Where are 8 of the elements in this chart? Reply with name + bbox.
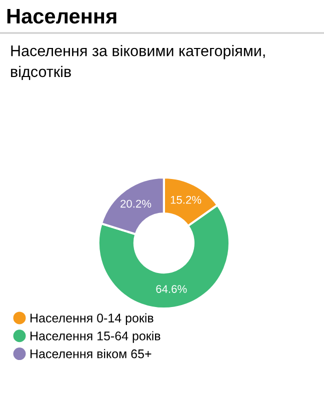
legend-label: Населення 15-64 років (30, 331, 160, 343)
chart-title: Населення (7, 9, 116, 24)
chart-subtitle: Населення за віковими категоріями, відсотків (11, 45, 265, 80)
data-label: 20.2% (120, 200, 152, 208)
legend-label: Населення віком 65+ (30, 349, 152, 358)
data-label: 64.6% (156, 285, 187, 293)
legend-label: Населення 0-14 років (30, 313, 154, 325)
data-label: 15.2% (170, 196, 202, 204)
